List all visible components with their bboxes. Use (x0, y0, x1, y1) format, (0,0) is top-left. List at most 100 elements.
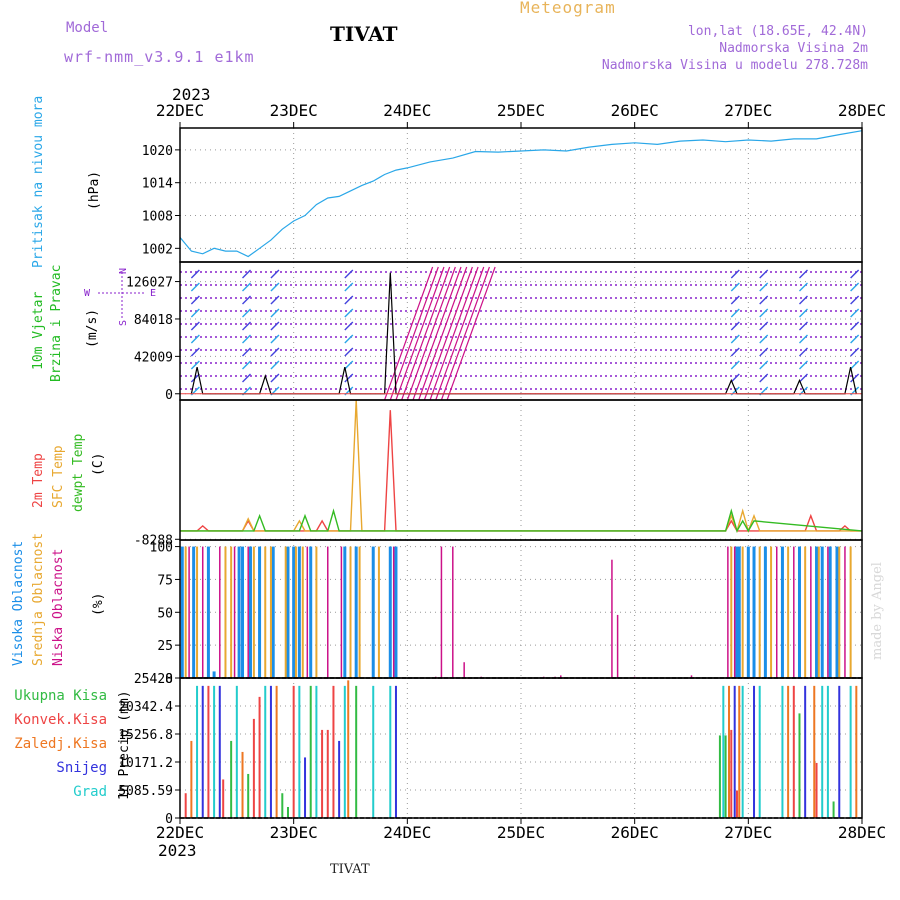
rain-conv-bar (207, 685, 210, 818)
wind-arrow (190, 321, 200, 331)
high-cloud-bar (394, 546, 398, 678)
wind-arrow (344, 334, 354, 344)
hail-bar (741, 685, 744, 818)
y-tick-label: 5085.59 (118, 784, 173, 799)
wind-arrow (270, 373, 280, 383)
legend-item: Ukupna Kisa (14, 688, 107, 704)
low-cloud-bar (827, 546, 829, 678)
mid-cloud-bar (741, 546, 744, 678)
rain-conv-bar (730, 729, 733, 818)
low-cloud-bar (233, 546, 236, 678)
high-cloud-bar (192, 546, 196, 678)
y-tick-label: 75 (157, 573, 173, 588)
wind-arrow (730, 347, 740, 357)
rain-frz-bar (855, 685, 858, 818)
high-cloud-bar (371, 546, 375, 678)
high-cloud-bar (752, 546, 756, 678)
y-tick-label: 42009 (134, 350, 173, 365)
rain-total-bar (281, 793, 284, 818)
dewpt-series-line (180, 508, 863, 533)
high-cloud-bar (835, 546, 839, 678)
wind-ylabel-line1: 10m Vjetar (31, 292, 46, 370)
y-tick-label: 25 (157, 639, 173, 654)
mid-cloud-bar (252, 546, 255, 678)
hail-bar (235, 685, 238, 818)
temp-unit: (C) (91, 453, 106, 476)
rain-frz-bar (787, 685, 790, 818)
high-cloud-bar (271, 546, 275, 678)
wind-arrow (798, 347, 808, 357)
pressure-series-line (179, 130, 863, 258)
rain-conv-bar (326, 729, 329, 818)
x-tick-label-bottom: 23DEC (270, 823, 318, 842)
chart-marks: N W E S (84, 130, 863, 819)
wind-arrow (270, 295, 280, 305)
compass-s: S (118, 320, 129, 326)
rain-conv-bar (815, 762, 818, 818)
mid-cloud-bar (315, 546, 318, 678)
low-cloud-bar (810, 546, 812, 678)
model-label: Model (66, 20, 109, 36)
station-title: TIVAT (330, 22, 398, 46)
high-cloud-bar (258, 546, 262, 678)
high-cloud-bar (241, 546, 245, 678)
rain-conv-bar (258, 696, 261, 818)
rain-frz-bar (190, 740, 193, 818)
wind-arrow (242, 347, 252, 357)
high-cloud-ylabel: Visoka Oblacnost (11, 541, 26, 666)
cloud-unit: (%) (91, 593, 106, 616)
precip-ylabel: 1h Precip (mm) (117, 690, 132, 800)
high-cloud-bar (212, 671, 216, 678)
wind-arrow (242, 308, 252, 318)
y-tick-label: 84018 (134, 313, 173, 328)
elevation-info: Nadmorska Visina 2m (719, 41, 868, 56)
x-tick-label-bottom: 27DEC (724, 823, 772, 842)
mid-cloud-bar (770, 546, 773, 678)
rain-frz-bar (275, 685, 278, 818)
legend-item: Snijeg (56, 760, 107, 776)
x-tick-label-bottom: 24DEC (383, 823, 431, 842)
wind-arrow (242, 360, 252, 370)
snow-bar (269, 685, 272, 818)
wind-arrow (344, 282, 354, 292)
high-cloud-bar (292, 546, 296, 678)
high-cloud-bar (354, 546, 358, 678)
wind-arrow (429, 266, 479, 401)
hail-bar (821, 685, 824, 818)
wind-arrow (798, 282, 808, 292)
y-tick-label: 1014 (142, 177, 173, 192)
compass-n: N (118, 268, 129, 274)
mid-cloud-bar (301, 546, 304, 678)
wind-arrow (798, 269, 808, 279)
rain-conv-bar (184, 793, 187, 818)
pressure-ylabel: Pritisak na nivou mora (31, 96, 46, 268)
model-elevation-info: Nadmorska Visina u modelu 278.728m (601, 58, 868, 73)
wind-arrow (798, 308, 808, 318)
high-cloud-bar (388, 546, 392, 678)
rain-total-bar (832, 801, 835, 818)
rain-conv-bar (792, 685, 795, 818)
rain-total-bar (286, 806, 289, 818)
snow-bar (394, 685, 397, 818)
footer-station: TIVAT (330, 862, 370, 877)
wind-arrow (759, 282, 769, 292)
model-name: wrf-nmm_v3.9.1 e1km (64, 48, 255, 66)
wind-arrow (759, 321, 769, 331)
wind-arrow (759, 334, 769, 344)
wind-arrow (730, 269, 740, 279)
low-cloud-bar (733, 546, 736, 678)
low-cloud-bar (247, 546, 249, 678)
wind-arrow (190, 347, 200, 357)
wind-arrow (242, 269, 252, 279)
wind-arrow (406, 266, 456, 401)
wind-arrow (242, 282, 252, 292)
high-cloud-bar (735, 546, 739, 678)
mid-cloud-bar (264, 546, 267, 678)
rain-conv-bar (292, 685, 295, 818)
mid-cloud-bar (787, 546, 790, 678)
wind-arrow (759, 373, 769, 383)
wind-arrow (389, 266, 439, 401)
high-cloud-bar (180, 546, 184, 678)
wind-arrow (798, 295, 808, 305)
low-cloud-bar (793, 546, 795, 678)
